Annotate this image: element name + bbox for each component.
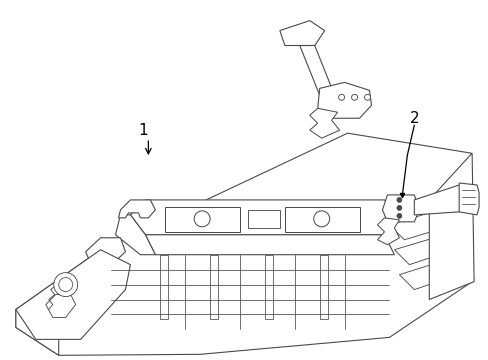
- Polygon shape: [413, 185, 463, 215]
- Polygon shape: [46, 294, 76, 318]
- Polygon shape: [399, 260, 458, 289]
- Polygon shape: [458, 183, 478, 215]
- Polygon shape: [16, 310, 59, 355]
- Circle shape: [364, 94, 370, 100]
- Polygon shape: [247, 210, 279, 228]
- Text: 2: 2: [408, 111, 418, 126]
- Circle shape: [396, 206, 401, 210]
- Circle shape: [59, 278, 73, 292]
- Circle shape: [351, 94, 357, 100]
- Polygon shape: [165, 207, 240, 232]
- Polygon shape: [115, 215, 155, 255]
- Circle shape: [396, 197, 401, 202]
- Polygon shape: [279, 21, 324, 45]
- Polygon shape: [382, 195, 419, 222]
- Polygon shape: [264, 255, 272, 319]
- Polygon shape: [145, 235, 394, 255]
- Polygon shape: [394, 235, 453, 265]
- Circle shape: [338, 94, 344, 100]
- Polygon shape: [130, 200, 399, 235]
- Polygon shape: [16, 133, 471, 355]
- Polygon shape: [210, 255, 218, 319]
- Circle shape: [396, 213, 401, 219]
- Polygon shape: [85, 238, 125, 268]
- Polygon shape: [377, 218, 399, 245]
- Circle shape: [313, 211, 329, 227]
- Polygon shape: [317, 82, 371, 118]
- Polygon shape: [428, 153, 473, 300]
- Circle shape: [54, 273, 78, 297]
- Polygon shape: [299, 45, 334, 95]
- Polygon shape: [285, 207, 359, 232]
- Polygon shape: [388, 210, 453, 240]
- Polygon shape: [319, 255, 327, 319]
- Circle shape: [194, 211, 210, 227]
- Polygon shape: [309, 108, 339, 138]
- Polygon shape: [16, 250, 130, 339]
- Polygon shape: [118, 200, 155, 218]
- Polygon shape: [160, 255, 168, 319]
- Text: 1: 1: [138, 123, 148, 138]
